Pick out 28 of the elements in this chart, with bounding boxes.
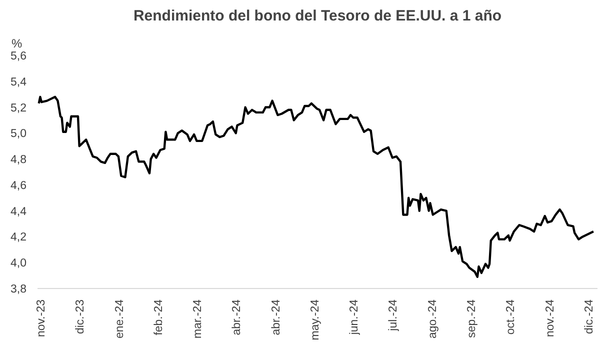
x-tick-label: sep.-24 [466,298,478,338]
y-tick-label: 4,0 [10,258,27,270]
x-tick-label: nov.-24 [544,298,556,338]
y-tick-label: 5,4 [10,76,28,88]
y-tick-label: 5,0 [10,128,27,140]
y-tick-label: 4,4 [10,206,28,218]
x-tick-label: mar.-24 [192,298,204,338]
chart-title: Rendimiento del bono del Tesoro de EE.UU. a 1 año [133,8,502,24]
x-tick-label: abr.-24 [270,298,282,336]
y-axis-title: % [12,36,22,50]
x-tick-label: may.-24 [309,298,322,340]
x-tick-label: ene.-24 [114,298,126,339]
line-series [38,96,595,278]
y-tick-label: 5,6 [10,50,27,62]
y-tick-label: 4,8 [10,154,27,166]
x-tick-label: ago.-24 [426,298,439,339]
x-tick-label: oct.-24 [505,298,518,335]
y-tick-label: 3,8 [10,284,27,296]
y-tick-label: 5,2 [10,102,27,114]
y-tick-label: 4,6 [10,180,27,192]
y-tick-label: 4,2 [10,232,27,244]
x-tick-label: jun.-24 [348,298,361,336]
x-tick-label: jul.-24 [388,298,400,332]
x-tick-label: abr.-24 [231,298,244,336]
x-tick-label: dic.-23 [74,299,87,334]
x-tick-label: nov.-23 [36,299,48,338]
x-tick-label: dic.-24 [583,298,596,334]
x-tick-label: feb.-24 [152,298,165,336]
